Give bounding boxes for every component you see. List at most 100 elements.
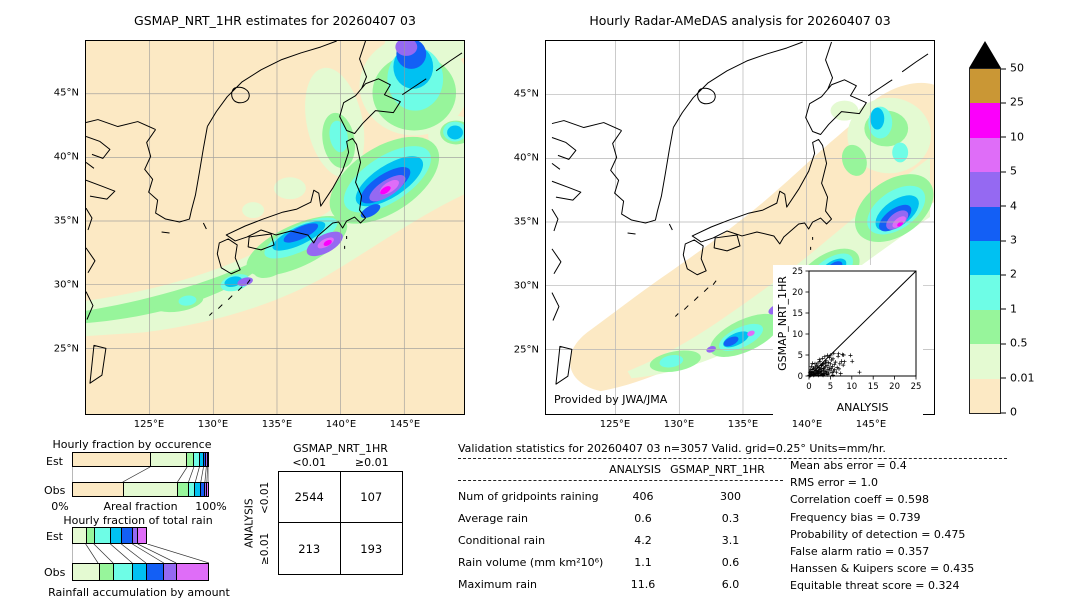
radar-swath xyxy=(569,82,934,392)
bar-segment xyxy=(122,483,177,496)
colorbar-tick xyxy=(1001,308,1006,310)
left-map-canvas xyxy=(86,41,464,414)
bar-segment xyxy=(205,453,207,466)
colorbar-tick xyxy=(1001,412,1006,414)
svg-text:25: 25 xyxy=(911,382,922,392)
colorbar-tick xyxy=(1001,136,1006,138)
score-row: Probability of detection = 0.475 xyxy=(790,527,966,541)
occurrence-axis-0: 0% xyxy=(51,500,69,513)
score-row: Correlation coeff = 0.598 xyxy=(790,493,929,507)
colorbar-segment xyxy=(970,172,1000,207)
axis-tick-label: 140°E xyxy=(325,419,357,430)
bar-segment xyxy=(198,453,203,466)
totalrain-title: Hourly fraction of total rain xyxy=(63,514,213,527)
bar-segment xyxy=(132,564,146,580)
bar-segment xyxy=(205,483,208,496)
score-row: Hanssen & Kuipers score = 0.435 xyxy=(790,562,975,576)
right-map-title: Hourly Radar-AMeDAS analysis for 2026040… xyxy=(589,13,891,28)
stat-cell: 300 xyxy=(720,489,741,503)
contingency-cell: 213 xyxy=(279,523,341,574)
totalrain-obs-bar xyxy=(72,563,209,581)
stat-cell: Average rain xyxy=(458,511,528,525)
colorbar-tick xyxy=(1001,377,1006,379)
axis-tick-label: 130°E xyxy=(663,419,695,430)
bar-segment xyxy=(193,453,199,466)
colorbar-tick-label: 25 xyxy=(1001,96,1024,109)
colorbar-segment xyxy=(970,137,1000,173)
inset-ylabel: GSMAP_NRT_1HR xyxy=(776,276,789,371)
axis-tick-label: 125°E xyxy=(133,419,165,430)
colorbar-tick-label: 10 xyxy=(1001,130,1024,143)
stat-cell: Rain volume (mm km²10⁶) xyxy=(458,555,604,569)
colorbar-tick-label: 2 xyxy=(1001,268,1017,281)
occurrence-est-bar xyxy=(72,452,209,467)
totalrain-est-bar xyxy=(72,527,209,544)
bar-segment xyxy=(94,528,111,543)
bar-segment xyxy=(131,528,137,543)
divider xyxy=(458,480,783,481)
bar-segment xyxy=(149,453,187,466)
contingency-col-group: GSMAP_NRT_1HR xyxy=(293,442,388,455)
score-row: False alarm ratio = 0.357 xyxy=(790,544,930,558)
svg-text:5: 5 xyxy=(798,351,803,361)
inset-plot: 00 5 5 10 10 15 15 20 20 25 25 ANALYSIS GSMAP_NRT_1H… xyxy=(776,267,922,414)
bar-segment xyxy=(136,528,147,543)
right-map-canvas xyxy=(546,41,934,414)
svg-text:5: 5 xyxy=(828,382,833,392)
axis-tick-label: 145°E xyxy=(855,419,887,430)
colorbar-tick xyxy=(1001,240,1006,242)
scatter-points xyxy=(807,351,862,378)
axis-tick-label: 25°N xyxy=(513,344,539,356)
axis-tick-label: 130°E xyxy=(197,419,229,430)
stat-cell: 0.6 xyxy=(721,555,740,569)
left-map-y-axis: 45°N 40°N 35°N 30°N 25°N xyxy=(40,40,82,415)
one-to-one-line xyxy=(808,270,917,377)
colorbar-tick-label: 0.01 xyxy=(1001,371,1035,384)
colorbar-tick xyxy=(1001,171,1006,173)
left-map-title: GSMAP_NRT_1HR estimates for 20260407 03 xyxy=(134,13,416,28)
colorbar-overflow-triangle xyxy=(969,41,1001,68)
bar-segment xyxy=(194,483,200,496)
contingency-row-group: ANALYSIS xyxy=(243,498,256,548)
axis-tick-label: 35°N xyxy=(513,216,539,228)
validation-rows: Num of gridpoints raining 406 300 Average r… xyxy=(458,485,788,595)
validation-col-analysis: ANALYSIS xyxy=(609,463,661,476)
contingency-cell-hit-miss: 2544 xyxy=(279,472,341,523)
svg-text:15: 15 xyxy=(792,309,803,319)
occurrence-axis-label: Areal fraction xyxy=(103,500,178,513)
colorbar-tick xyxy=(1001,274,1006,276)
colorbar-segment xyxy=(970,378,1000,413)
coastlines xyxy=(551,41,929,385)
colorbar-segment xyxy=(970,344,1000,379)
left-map-grid xyxy=(86,41,464,414)
bar-segment xyxy=(73,564,99,580)
coastlines xyxy=(86,41,463,384)
stat-row: Rain volume (mm km²10⁶) 1.1 0.6 xyxy=(458,551,788,573)
bar-segment xyxy=(186,453,194,466)
stat-cell: 11.6 xyxy=(630,577,656,591)
colorbar-segment xyxy=(970,240,1000,276)
bar-segment xyxy=(206,453,208,466)
axis-tick-label: 140°E xyxy=(791,419,823,430)
axis-tick-label: 40°N xyxy=(53,151,79,163)
svg-text:20: 20 xyxy=(889,382,900,392)
totalrain-obs-label: Obs xyxy=(44,566,66,579)
axis-tick-label: 40°N xyxy=(513,152,539,164)
svg-text:10: 10 xyxy=(792,330,803,340)
occurrence-obs-bar xyxy=(72,482,209,497)
svg-text:10: 10 xyxy=(846,382,857,392)
svg-text:20: 20 xyxy=(792,288,803,298)
inset-xlabel: ANALYSIS xyxy=(837,401,889,414)
contingency-row-label-0: <0.01 xyxy=(259,481,271,514)
score-row: Equitable threat score = 0.324 xyxy=(790,579,960,593)
colorbar-tick-label: 3 xyxy=(1001,234,1017,247)
stat-cell: 0.3 xyxy=(721,511,740,525)
bar-segment xyxy=(176,483,188,496)
colorbar-segment xyxy=(970,206,1000,241)
axis-tick-label: 35°N xyxy=(53,215,79,227)
svg-text:0: 0 xyxy=(806,382,811,392)
right-map-y-axis: 45°N 40°N 35°N 30°N 25°N xyxy=(500,40,542,415)
colorbar-segment xyxy=(970,103,1000,138)
contingency-cell: 107 xyxy=(340,472,402,523)
axis-tick-label: 45°N xyxy=(53,87,79,99)
